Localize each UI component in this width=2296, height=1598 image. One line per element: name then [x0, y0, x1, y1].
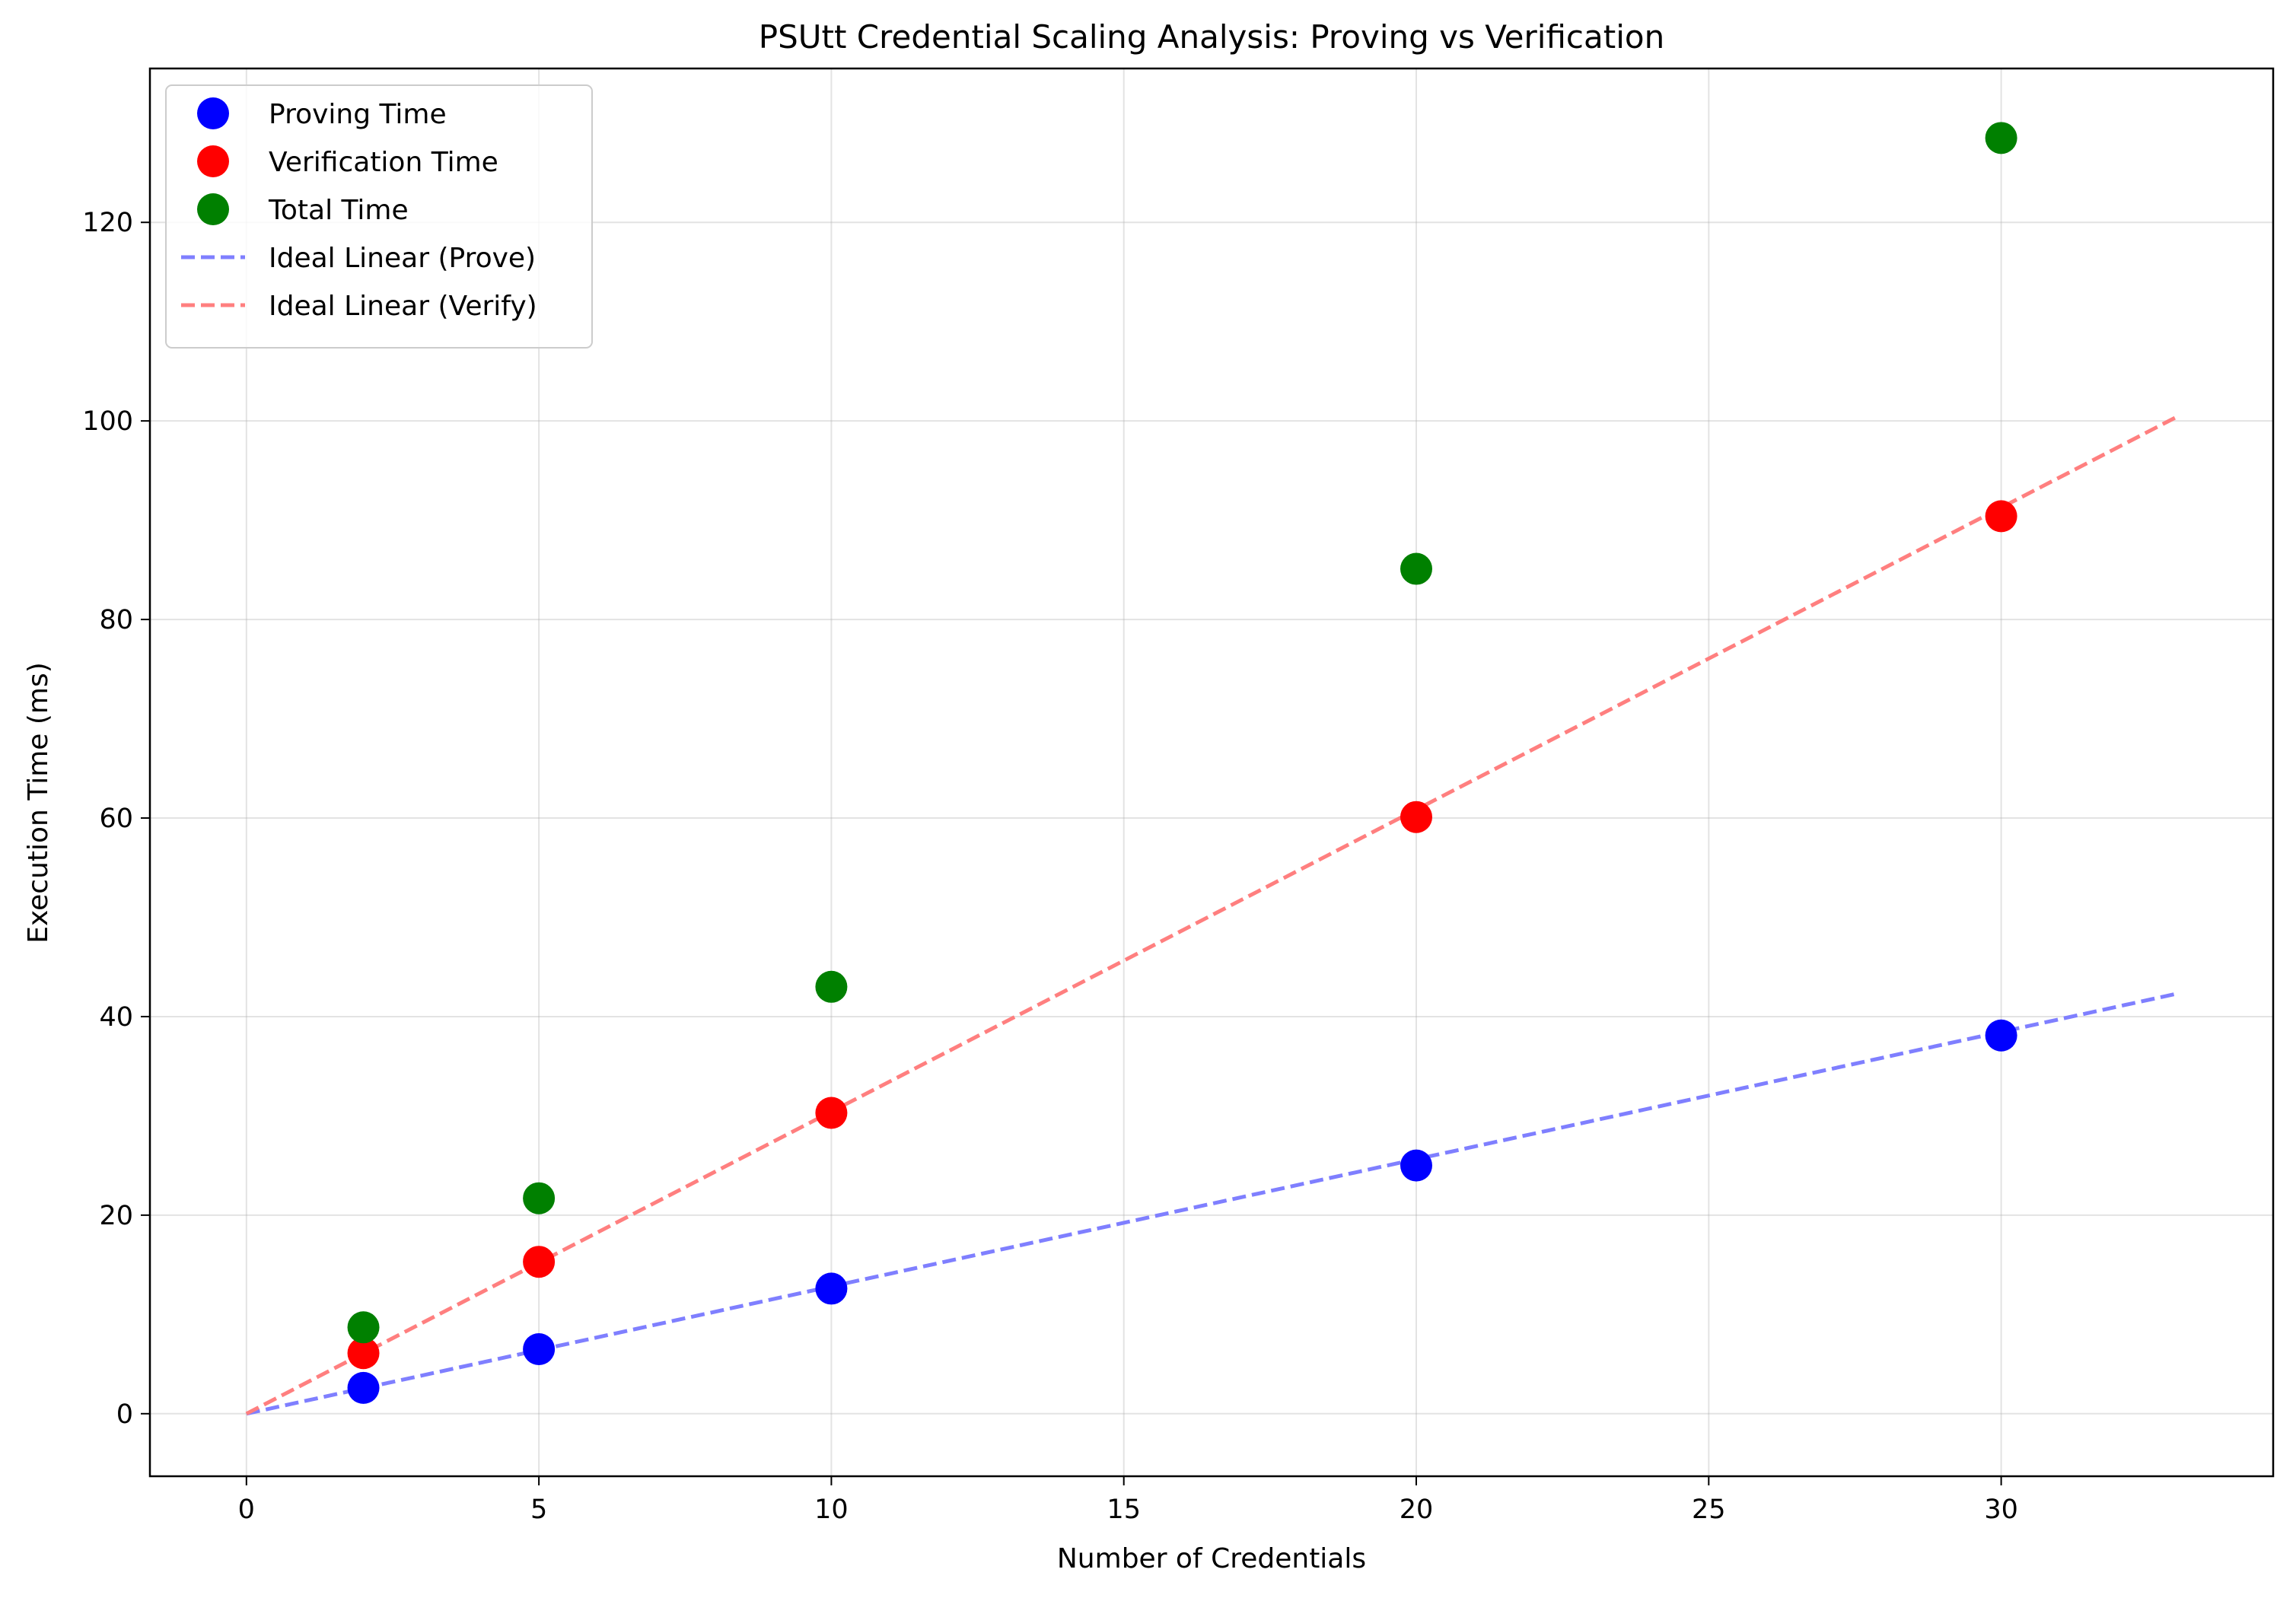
ideal-linear-verify-line	[245, 415, 2178, 1416]
x-tick-label: 15	[1107, 1495, 1141, 1525]
proving-time-point	[347, 1371, 380, 1404]
total-time-point	[347, 1311, 380, 1344]
total-time-point	[523, 1182, 556, 1214]
ideal-linear-verify-legend-label: Ideal Linear (Verify)	[269, 291, 537, 322]
x-tick-label: 20	[1400, 1495, 1434, 1525]
proving-time-point	[523, 1333, 556, 1366]
legend: Proving Time Verification Time Total Time I…	[165, 84, 593, 349]
y-tick-label: 40	[99, 1002, 133, 1033]
total-time-point	[1985, 122, 2017, 154]
y-tick-label: 60	[99, 804, 133, 834]
total-time-point	[815, 970, 848, 1003]
x-tick-label: 0	[238, 1495, 255, 1525]
proving-time-legend-label: Proving Time	[269, 99, 447, 130]
total-time-legend-label: Total Time	[268, 195, 409, 226]
verification-time-legend-marker	[197, 145, 229, 177]
legend-box	[165, 84, 593, 349]
total-time-point	[1400, 552, 1433, 585]
proving-time-point	[1400, 1149, 1433, 1182]
verification-time-point	[347, 1337, 380, 1370]
y-tick-label: 120	[82, 208, 133, 238]
proving-time-legend-marker	[197, 97, 229, 129]
x-tick-label: 25	[1692, 1495, 1726, 1525]
verification-time-point	[523, 1246, 556, 1278]
ideal-linear-prove-legend-label: Ideal Linear (Prove)	[269, 243, 536, 274]
data-points	[347, 122, 2017, 1404]
proving-time-point	[815, 1272, 848, 1305]
grid	[150, 68, 2273, 1476]
y-axis-label: Execution Time (ms)	[23, 662, 54, 944]
y-tick-label: 80	[99, 605, 133, 635]
verification-time-legend-label: Verification Time	[269, 147, 498, 178]
ideal-linear-prove-line	[246, 992, 2177, 1416]
verification-time-point	[1400, 801, 1433, 833]
axis-ticks: 0 5 10 15 20 25 30 0 20 40 60 80 100 120	[82, 208, 2018, 1525]
y-tick-label: 0	[116, 1399, 133, 1430]
total-time-legend-marker	[197, 193, 229, 225]
x-tick-label: 10	[814, 1495, 849, 1525]
proving-time-point	[1985, 1019, 2017, 1052]
x-axis-label: Number of Credentials	[1057, 1543, 1366, 1574]
x-tick-label: 30	[1984, 1495, 2018, 1525]
verification-time-point	[815, 1097, 848, 1129]
x-tick-label: 5	[530, 1495, 547, 1525]
y-tick-label: 20	[99, 1201, 133, 1231]
ideal-lines	[245, 415, 2178, 1416]
y-tick-label: 100	[82, 406, 133, 437]
verification-time-point	[1985, 500, 2017, 533]
chart-title: PSUtt Credential Scaling Analysis: Provi…	[759, 18, 1664, 56]
axes-frame	[148, 67, 2275, 1478]
